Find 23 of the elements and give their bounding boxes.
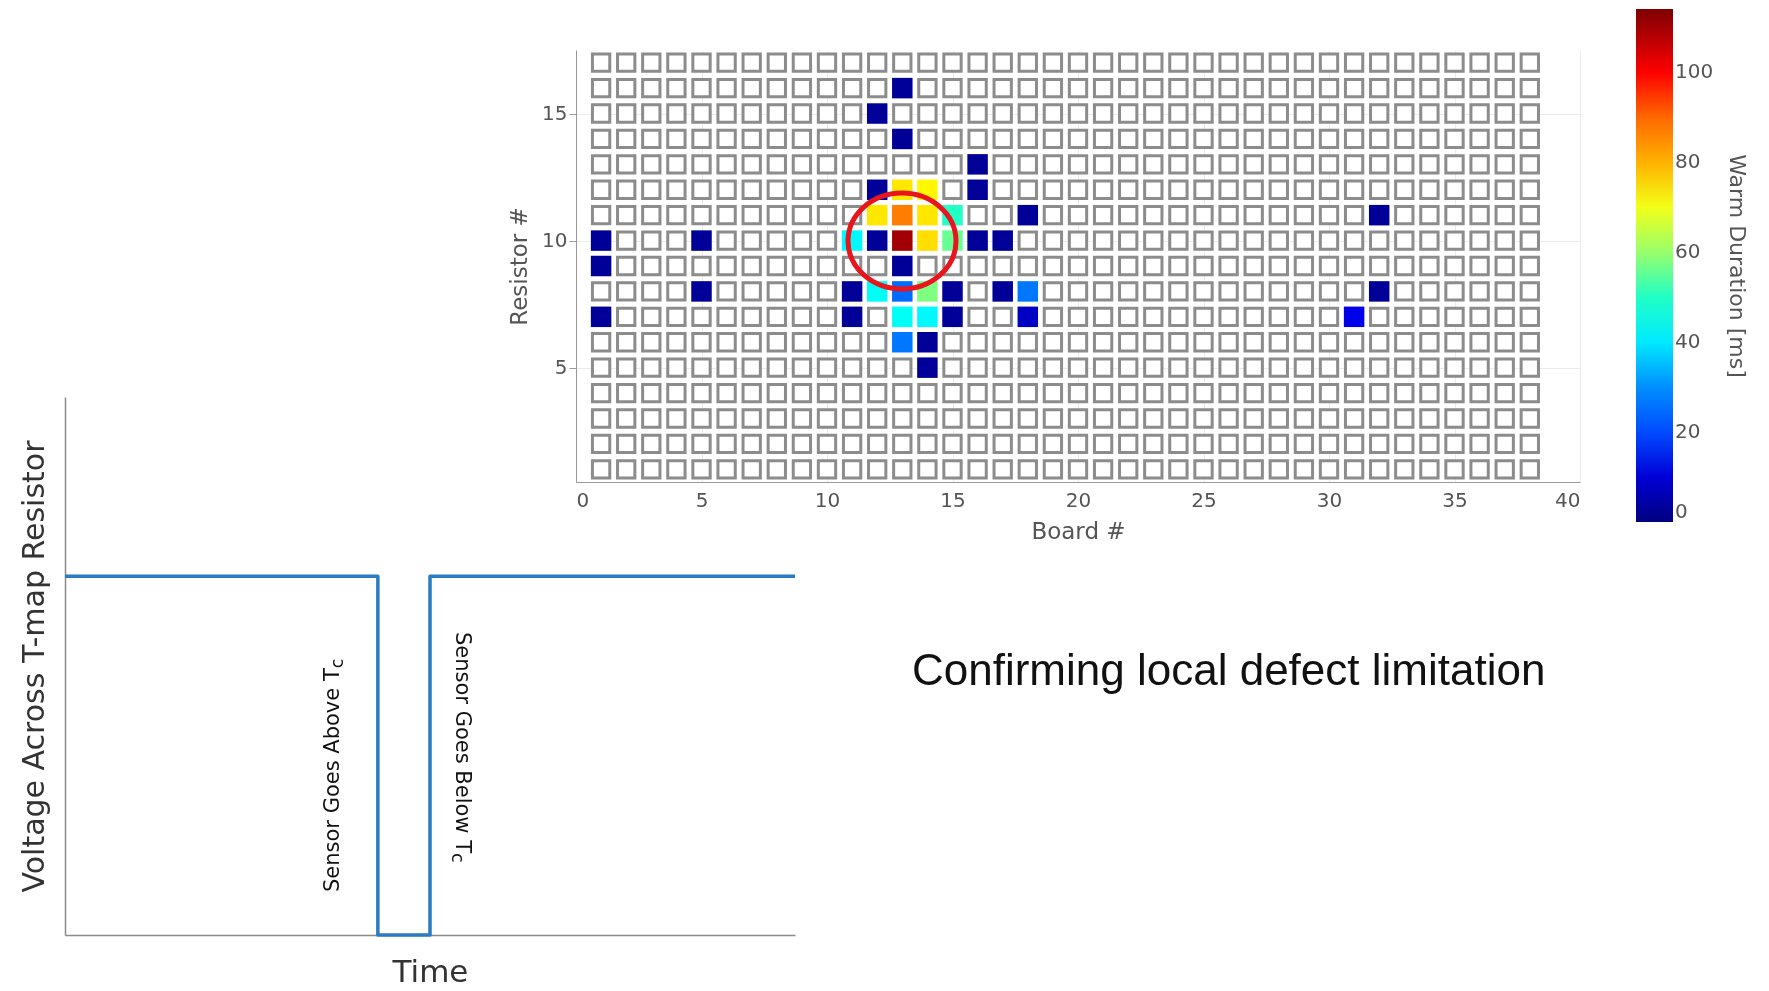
color-bar-label: 80 bbox=[1675, 149, 1701, 173]
y-tick-label: 5 bbox=[554, 355, 568, 380]
x-tick-label: 35 bbox=[1442, 487, 1468, 512]
x-tick-label: 15 bbox=[940, 487, 966, 512]
x-axis-title: Time bbox=[391, 952, 469, 989]
y-axis-title: Resistor # bbox=[506, 207, 533, 326]
x-tick-label: 40 bbox=[1555, 487, 1581, 512]
x-tick-label: 20 bbox=[1065, 487, 1092, 512]
x-axis-title: Board # bbox=[1031, 517, 1126, 544]
color-bar-title: Warm Duration [ms] bbox=[1725, 154, 1750, 378]
x-tick-label: 10 bbox=[814, 487, 841, 512]
x-tick-label: 25 bbox=[1191, 487, 1217, 512]
x-tick-label: 5 bbox=[695, 487, 709, 512]
x-tick-label: 0 bbox=[576, 487, 590, 512]
x-tick-label: 30 bbox=[1316, 487, 1343, 512]
color-bar-label: 60 bbox=[1675, 239, 1701, 263]
y-tick-label: 10 bbox=[542, 228, 568, 253]
color-bar-label: 40 bbox=[1675, 329, 1701, 353]
y-tick-label: 15 bbox=[542, 101, 568, 126]
color-bar-label: 100 bbox=[1675, 59, 1714, 83]
text: Confirming local defect limitation bbox=[912, 645, 1546, 695]
y-axis-title: Voltage Across T-map Resistor bbox=[15, 439, 51, 893]
color-bar-label: 20 bbox=[1675, 419, 1701, 443]
